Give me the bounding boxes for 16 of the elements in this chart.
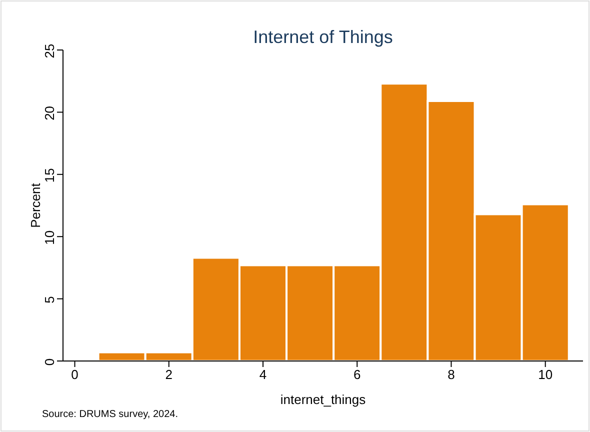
x-tick-label: 10 <box>538 367 553 382</box>
y-tick-label: 0 <box>42 358 57 366</box>
x-axis-title: internet_things <box>280 392 366 407</box>
y-tick-label: 20 <box>42 106 57 120</box>
chart-title: Internet of Things <box>253 27 393 47</box>
source-note: Source: DRUMS survey, 2024. <box>42 409 178 420</box>
x-tick-label: 0 <box>71 367 78 382</box>
y-axis-title: Percent <box>28 182 43 228</box>
y-tick-label: 10 <box>42 230 57 245</box>
x-tick-label: 8 <box>448 367 455 382</box>
x-tick-label: 6 <box>354 367 361 382</box>
x-tick-label: 4 <box>259 367 267 382</box>
y-tick-label: 15 <box>42 168 57 183</box>
y-tick-label: 5 <box>42 296 57 304</box>
y-tick-label: 25 <box>42 44 57 58</box>
x-tick-label: 2 <box>165 367 172 382</box>
